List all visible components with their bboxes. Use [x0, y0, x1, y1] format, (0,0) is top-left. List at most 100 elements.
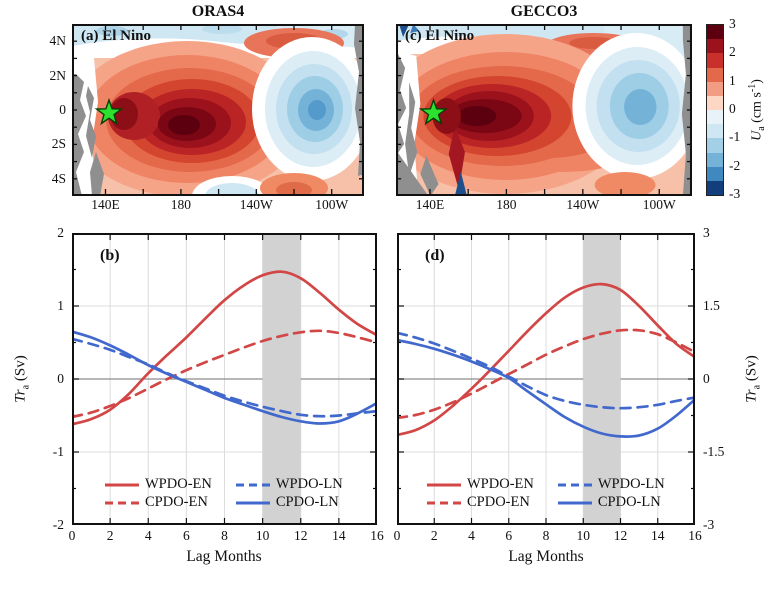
curve-cpdo-ln	[72, 330, 377, 425]
curve-cpdo-en	[397, 328, 695, 420]
legend-item-cpdo-en: CPDO-EN	[427, 494, 534, 511]
map-y-tick-label: 4S	[51, 170, 66, 186]
panel-d-x-tick-label: 12	[613, 528, 628, 543]
panel-b-x-tick-label: 0	[68, 528, 76, 543]
panel-b-x-tick-label: 14	[332, 528, 346, 543]
panel-b-chart: (b) WPDO-EN WPDO-LN CPDO-EN CPDO-LN	[72, 233, 377, 525]
panel-d-x-tick-label: 0	[393, 528, 401, 543]
map-y-tick-label: 0	[59, 102, 66, 117]
panel-b-x-tick-label: 10	[255, 528, 270, 543]
colorbar-tick-label: 3	[729, 16, 736, 31]
panel-d-y-tick-label: 1.5	[703, 298, 720, 313]
legend-item-wpdo-en: WPDO-EN	[427, 476, 534, 493]
map-y-tick-label: 2S	[51, 136, 66, 152]
curve-wpdo-en	[72, 270, 377, 426]
legend: WPDO-EN WPDO-LN CPDO-EN CPDO-LN	[105, 476, 343, 511]
map-y-tick-label: 2N	[49, 67, 67, 83]
map-x-tick-label: 180	[496, 197, 517, 212]
legend: WPDO-EN WPDO-LN CPDO-EN CPDO-LN	[427, 476, 665, 511]
colorbar-tick-label: -2	[729, 157, 741, 173]
panel-a-label: (a) El Nino	[81, 28, 152, 44]
el-nino-genesis-star	[418, 97, 449, 126]
panel-a-map: (a) El Nino	[72, 24, 364, 196]
colorbar-segment	[707, 124, 723, 139]
colorbar	[706, 24, 724, 196]
legend-item-wpdo-ln: WPDO-LN	[235, 476, 343, 493]
panel-border	[397, 233, 695, 525]
legend-label: WPDO-EN	[145, 476, 212, 492]
legend-label: CPDO-LN	[597, 494, 661, 510]
panel-b-label: (b)	[100, 247, 120, 264]
legend-item-wpdo-en: WPDO-EN	[105, 476, 212, 493]
map-y-tick-label: 4N	[49, 33, 67, 49]
colorbar-tick-label: -3	[729, 186, 741, 201]
shaded-lag-band	[262, 233, 301, 525]
colorbar-segment	[707, 53, 723, 68]
colorbar-segment	[707, 152, 723, 167]
panel-d-y-tick-label: -1.5	[703, 444, 725, 459]
map-x-tick-label: 140W	[566, 197, 600, 212]
curve-wpdo-ln	[397, 331, 695, 410]
colorbar-segment	[707, 39, 723, 54]
colorbar-segment	[707, 25, 723, 40]
panel-b-y-tick-label: -2	[52, 517, 64, 532]
colorbar-tick-label: 0	[729, 101, 736, 116]
colorbar-segment	[707, 138, 723, 153]
panel-b-y-tick-label: 2	[57, 225, 64, 240]
curve-cpdo-en	[72, 329, 377, 419]
panel-d-x-tick-label: 16	[688, 528, 702, 543]
map-x-tick-label: 100W	[315, 197, 349, 212]
land-mask	[72, 24, 364, 196]
contour-map-gecco3	[396, 24, 692, 196]
panel-d-y-tick-label: 0	[703, 371, 710, 386]
legend-line-sample	[557, 501, 592, 504]
map-x-tick-label: 100W	[642, 197, 676, 212]
map-x-tick-label: 140E	[91, 197, 120, 212]
map-x-tick-label: 180	[170, 197, 191, 212]
panel-b-x-axis-label: Lag Months	[186, 548, 262, 565]
legend-label: CPDO-EN	[145, 494, 208, 510]
legend-label: WPDO-EN	[467, 476, 534, 492]
el-nino-genesis-star	[94, 97, 124, 126]
panel-b-x-tick-label: 2	[106, 528, 114, 543]
panel-c-label: (c) El Nino	[405, 28, 475, 44]
panel-d-y-tick-label: -3	[703, 517, 715, 532]
legend-line-sample	[235, 483, 270, 486]
colorbar-segment	[707, 95, 723, 111]
panel-b-x-tick-label: 8	[221, 528, 228, 543]
panel-d-x-tick-label: 10	[576, 528, 591, 543]
colorbar-tick-label: -1	[729, 129, 741, 145]
colorbar-segment	[707, 180, 723, 196]
legend-label: CPDO-EN	[467, 494, 530, 510]
panel-b-x-tick-label: 4	[144, 528, 152, 543]
legend-line-sample	[105, 501, 139, 504]
panel-c-title: GECCO3	[510, 3, 578, 20]
panel-b-x-tick-label: 6	[183, 528, 190, 543]
lag-regression-plot-gecco3	[397, 233, 695, 525]
panel-b-x-tick-label: 16	[370, 528, 384, 543]
colorbar-segment	[707, 166, 723, 181]
contour-map-oras4	[72, 24, 364, 196]
panel-d-label: (d)	[425, 247, 445, 264]
panel-b-y-tick-label: 0	[57, 371, 64, 386]
legend-line-sample	[427, 483, 461, 486]
panel-d-x-tick-label: 14	[651, 528, 665, 543]
panel-b-y-tick-label: -1	[52, 444, 64, 459]
colorbar-tick-label: 2	[729, 44, 736, 60]
curve-wpdo-en	[397, 282, 695, 437]
curve-wpdo-ln	[72, 337, 377, 418]
panel-b-y-tick-label: 1	[57, 298, 64, 313]
legend-item-cpdo-ln: CPDO-LN	[557, 494, 665, 511]
panel-d-x-tick-label: 4	[468, 528, 475, 543]
panel-border	[396, 24, 692, 196]
panel-d-y-tick-label: 3	[703, 225, 710, 240]
colorbar-segment	[707, 81, 723, 96]
panel-b-y-axis-label: Tra (Sv)	[12, 355, 32, 403]
panel-d-chart: (d) WPDO-EN WPDO-LN CPDO-EN CPDO-LN	[397, 233, 695, 525]
legend-item-wpdo-ln: WPDO-LN	[557, 476, 665, 493]
line-chart-b	[72, 233, 377, 525]
colorbar-segment	[707, 67, 723, 82]
colorbar-tick-label: 1	[729, 72, 736, 88]
shaded-lag-band	[583, 233, 621, 525]
